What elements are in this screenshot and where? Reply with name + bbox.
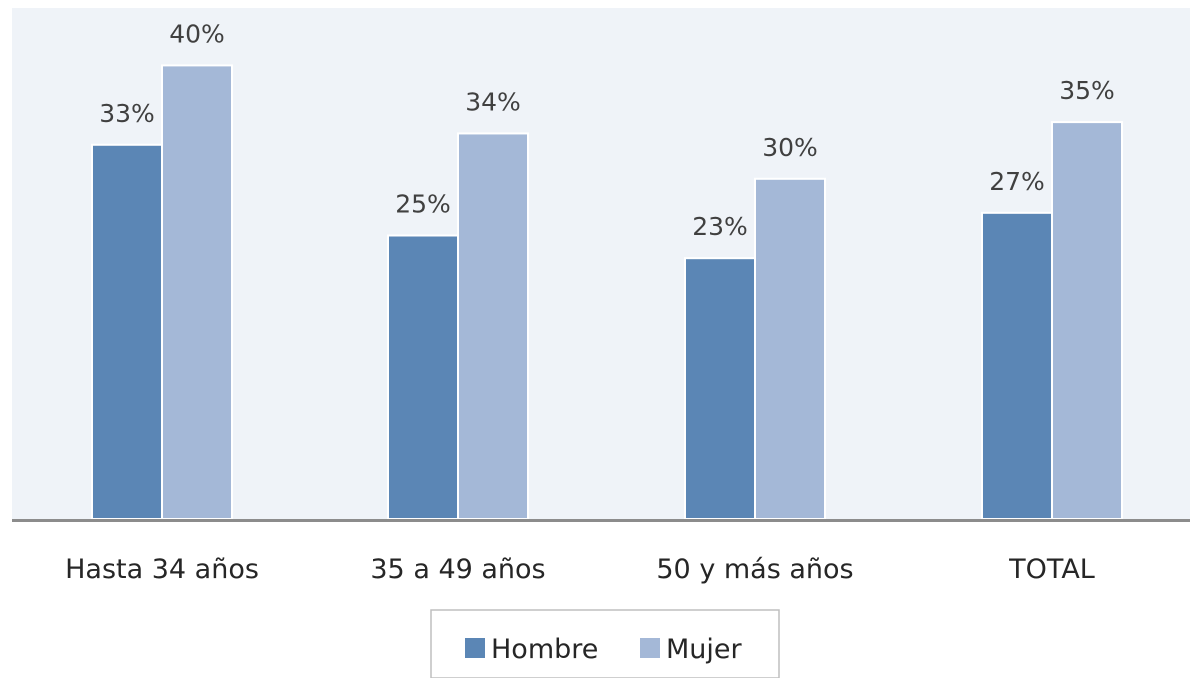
category-labels: Hasta 34 años 35 a 49 años 50 y más años TO… (65, 554, 1095, 585)
bar-mujer-total (1051, 121, 1123, 520)
legend-swatch-mujer (640, 638, 660, 658)
data-labels-layer: 33% 40% 25% 34% 23% 30% 27% 35% (99, 19, 1115, 241)
bar-mujer-35-a-49-anos (457, 132, 529, 520)
legend-swatch-hombre (465, 638, 485, 658)
legend-label-mujer: Mujer (666, 634, 743, 665)
data-label-hombre-hasta-34-anos: 33% (99, 99, 155, 128)
legend: Hombre Mujer (430, 609, 780, 678)
data-label-mujer-hasta-34-anos: 40% (169, 19, 225, 48)
category-label-35-a-49-anos: 35 a 49 años (370, 554, 545, 585)
category-label-total: TOTAL (1008, 554, 1095, 585)
data-label-mujer-35-a-49-anos: 34% (465, 87, 521, 116)
bar-mujer-hasta-34-anos (161, 64, 233, 521)
bar-hombre-50-y-mas-anos (684, 257, 756, 520)
bar-hombre-total (981, 211, 1053, 520)
bar-hombre-hasta-34-anos (91, 143, 163, 520)
bar-mujer-50-y-mas-anos (754, 177, 826, 521)
data-label-mujer-50-y-mas-anos: 30% (762, 133, 818, 162)
category-label-hasta-34-anos: Hasta 34 años (65, 554, 259, 585)
data-label-mujer-total: 35% (1059, 76, 1115, 105)
bar-hombre-35-a-49-anos (387, 234, 459, 520)
data-label-hombre-total: 27% (989, 167, 1045, 196)
category-label-50-y-mas-anos: 50 y más años (656, 554, 853, 585)
legend-label-hombre: Hombre (491, 634, 598, 665)
legend-box (430, 609, 780, 678)
data-label-hombre-50-y-mas-anos: 23% (692, 212, 748, 241)
bars-layer (91, 64, 1123, 521)
data-label-hombre-35-a-49-anos: 25% (395, 190, 451, 219)
